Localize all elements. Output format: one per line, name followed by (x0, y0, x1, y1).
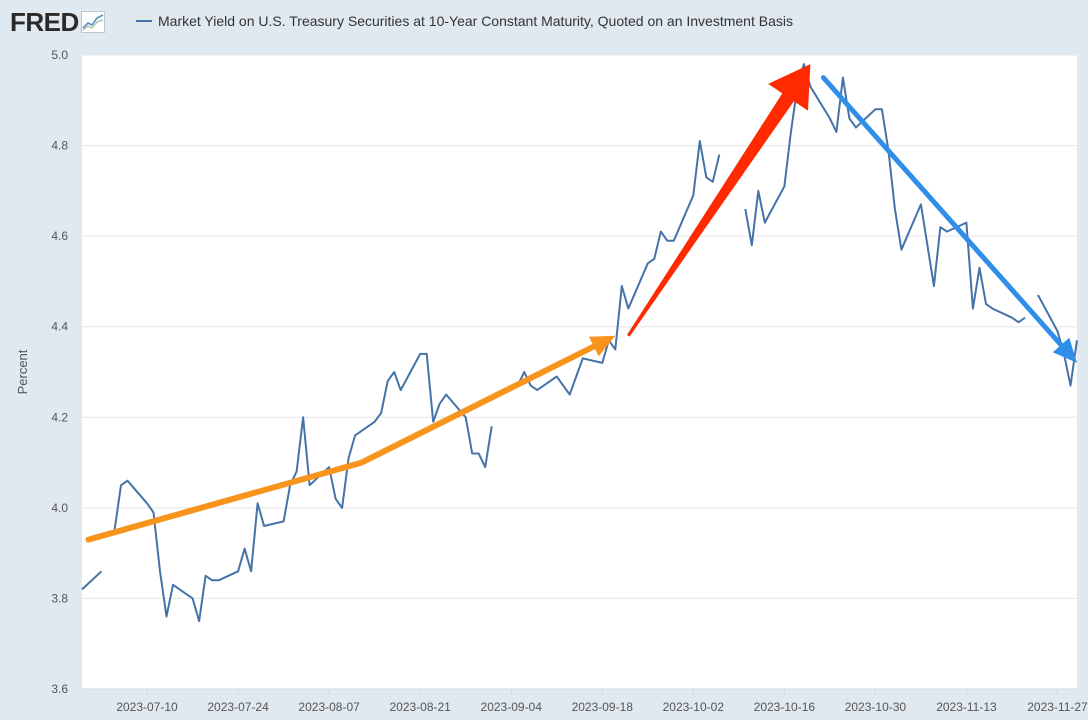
legend-label: Market Yield on U.S. Treasury Securities… (158, 13, 793, 29)
mini-chart-icon (80, 11, 105, 33)
x-axis-ticks: 2023-07-10 2023-07-24 2023-08-07 2023-08-21… (116, 689, 1088, 714)
series-line (113, 352, 493, 623)
arrow-red (627, 64, 811, 337)
x-tick-label: 2023-09-18 (572, 700, 634, 714)
x-tick-label: 2023-08-21 (389, 700, 451, 714)
series-line (81, 570, 103, 591)
chart-legend[interactable]: Market Yield on U.S. Treasury Securities… (136, 13, 793, 29)
y-tick-label: 3.6 (51, 682, 68, 696)
y-tick-label: 4.0 (51, 501, 68, 515)
y-tick-label: 4.8 (51, 139, 68, 153)
x-tick-label: 2023-07-24 (207, 700, 269, 714)
x-tick-label: 2023-10-16 (754, 700, 816, 714)
chart-header: FRED Market Yield on U.S. Treasury Secur… (0, 0, 1088, 44)
x-tick-label: 2023-10-02 (663, 700, 725, 714)
arrow-orange-shaft (85, 343, 597, 543)
x-tick-label: 2023-09-04 (481, 700, 543, 714)
x-tick-label: 2023-10-30 (845, 700, 907, 714)
y-axis-ticks: 3.6 3.8 4.0 4.2 4.4 4.6 4.8 5.0 (51, 48, 68, 696)
x-tick-label: 2023-11-27 (1027, 700, 1088, 714)
arrow-orange-head (588, 335, 616, 357)
legend-swatch (136, 20, 152, 22)
y-tick-label: 4.2 (51, 410, 68, 424)
arrow-blue-shaft (820, 75, 1064, 348)
x-tick-label: 2023-11-13 (936, 700, 997, 714)
y-tick-label: 3.8 (51, 591, 68, 605)
x-tick-label: 2023-07-10 (116, 700, 178, 714)
y-tick-label: 4.4 (51, 320, 68, 334)
fred-logo[interactable]: FRED (10, 8, 105, 36)
series-line (516, 140, 721, 396)
y-tick-label: 4.6 (51, 229, 68, 243)
arrow-blue-head (1052, 337, 1077, 363)
trend-arrows (85, 64, 1077, 543)
y-axis-label: Percent (15, 349, 30, 394)
fred-logo-text: FRED (10, 7, 79, 37)
gridlines (82, 54, 1077, 599)
y-tick-label: 5.0 (51, 48, 68, 62)
plot-area (82, 55, 1077, 689)
x-tick-label: 2023-08-07 (298, 700, 360, 714)
series-line (744, 63, 1026, 324)
